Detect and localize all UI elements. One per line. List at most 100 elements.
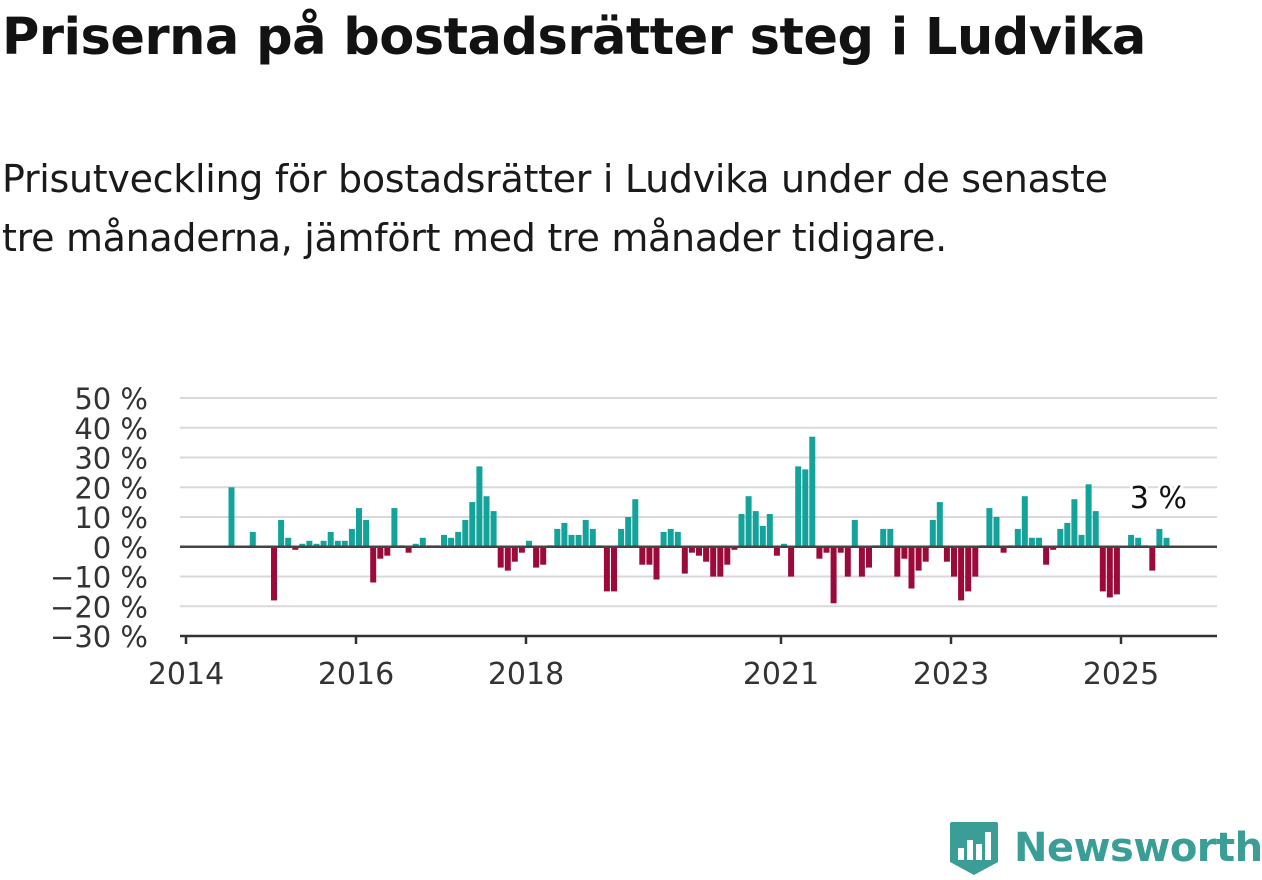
bar-positive bbox=[363, 520, 370, 547]
bar-positive bbox=[1135, 537, 1142, 547]
bar-negative bbox=[639, 546, 646, 565]
bar-positive bbox=[1128, 534, 1135, 547]
bar-negative bbox=[724, 546, 731, 565]
bar-positive bbox=[419, 537, 426, 547]
bar-positive bbox=[752, 511, 759, 547]
bar-negative bbox=[370, 546, 377, 583]
bar-negative bbox=[504, 546, 511, 571]
bar-negative bbox=[405, 546, 412, 553]
bar-positive bbox=[575, 534, 582, 547]
bar-negative bbox=[894, 546, 901, 577]
bar-positive bbox=[356, 508, 362, 547]
bar-positive bbox=[568, 534, 575, 547]
bar-negative bbox=[837, 546, 844, 553]
bar-positive bbox=[1085, 484, 1092, 547]
x-tick-label: 2025 bbox=[1083, 657, 1159, 692]
bar-negative bbox=[696, 546, 702, 556]
bar-positive bbox=[554, 528, 561, 547]
bar-negative bbox=[611, 546, 617, 592]
bar-negative bbox=[908, 546, 915, 589]
y-tick-label: 20 % bbox=[74, 471, 148, 505]
bar-positive bbox=[334, 540, 341, 547]
x-tick-label: 2016 bbox=[318, 657, 394, 692]
bar-negative bbox=[271, 546, 277, 601]
bar-positive bbox=[1078, 534, 1085, 547]
bar-positive bbox=[936, 502, 943, 547]
brand-name: Newsworthy bbox=[1014, 825, 1262, 871]
bar-positive bbox=[781, 543, 787, 547]
bar-positive bbox=[582, 520, 589, 547]
bar-negative bbox=[958, 546, 965, 601]
bar-negative bbox=[915, 546, 922, 571]
bar-positive bbox=[1014, 528, 1021, 547]
bar-positive bbox=[448, 537, 455, 547]
x-tick-label: 2014 bbox=[148, 657, 224, 692]
bar-positive bbox=[993, 517, 1000, 547]
bar-negative bbox=[518, 546, 525, 553]
y-axis-ticks: 50 %40 %30 %20 %10 %0 %−10 %−20 %−30 % bbox=[50, 382, 148, 654]
latest-value-annotation: 3 % bbox=[1130, 481, 1187, 516]
bar-negative bbox=[384, 546, 391, 556]
bar-negative bbox=[866, 546, 872, 568]
x-tick-label: 2023 bbox=[913, 657, 989, 692]
bar-negative bbox=[943, 546, 950, 562]
bar-positive bbox=[674, 531, 681, 547]
bar-positive bbox=[625, 517, 632, 547]
x-axis-ticks: 2014 2016 2018 2021 2023 2025 bbox=[148, 636, 1159, 692]
bars bbox=[228, 436, 1170, 604]
bar-positive bbox=[249, 531, 256, 547]
bar-negative bbox=[1149, 546, 1156, 571]
bar-positive bbox=[759, 525, 766, 547]
y-tick-label: 40 % bbox=[74, 412, 148, 446]
bar-positive bbox=[887, 528, 894, 547]
axes bbox=[180, 545, 1217, 638]
bar-positive bbox=[306, 540, 313, 547]
bar-positive bbox=[412, 543, 419, 547]
page-subtitle: Prisutveckling för bostadsrätter i Ludvi… bbox=[2, 157, 1108, 260]
bar-negative bbox=[844, 546, 851, 577]
bar-negative bbox=[533, 546, 540, 568]
y-tick-label: 10 % bbox=[74, 501, 148, 535]
brand: Newsworthy bbox=[948, 816, 1262, 880]
bar-positive bbox=[1028, 537, 1035, 547]
bar-positive bbox=[660, 531, 667, 547]
bar-positive bbox=[802, 469, 809, 547]
bar-negative bbox=[1113, 546, 1120, 595]
bar-negative bbox=[681, 546, 688, 574]
bar-negative bbox=[688, 546, 695, 553]
bar-positive bbox=[851, 520, 858, 547]
bar-negative bbox=[858, 546, 865, 577]
bar-positive bbox=[766, 514, 773, 547]
bar-positive bbox=[589, 528, 596, 547]
page-title: Priserna på bostadsrätter steg i Ludvika bbox=[2, 8, 1146, 67]
bar-negative bbox=[823, 546, 830, 553]
bar-negative bbox=[972, 546, 979, 577]
bar-positive bbox=[1092, 511, 1099, 547]
bar-positive bbox=[1021, 496, 1028, 547]
bar-negative bbox=[816, 546, 823, 559]
bar-positive bbox=[285, 537, 292, 547]
bar-negative bbox=[731, 546, 738, 550]
bar-positive bbox=[618, 528, 625, 547]
bar-positive bbox=[1036, 537, 1042, 547]
y-tick-label: 0 % bbox=[93, 531, 148, 565]
bar-positive bbox=[327, 531, 334, 547]
bar-positive bbox=[483, 496, 490, 547]
bar-positive bbox=[455, 531, 462, 547]
bar-negative bbox=[830, 546, 837, 604]
bar-positive bbox=[1064, 522, 1071, 547]
bar-positive bbox=[490, 511, 497, 547]
x-tick-label: 2018 bbox=[488, 657, 564, 692]
bar-negative bbox=[511, 546, 518, 562]
y-tick-label: −20 % bbox=[50, 590, 148, 624]
y-tick-label: −10 % bbox=[50, 561, 148, 595]
bar-negative bbox=[646, 546, 653, 565]
bar-positive bbox=[795, 466, 802, 547]
bar-positive bbox=[278, 520, 285, 547]
bar-negative bbox=[1000, 546, 1007, 553]
bar-positive bbox=[348, 528, 355, 547]
bar-positive bbox=[462, 520, 469, 547]
bar-positive bbox=[738, 514, 745, 547]
bar-positive bbox=[745, 496, 752, 547]
bar-negative bbox=[603, 546, 610, 592]
